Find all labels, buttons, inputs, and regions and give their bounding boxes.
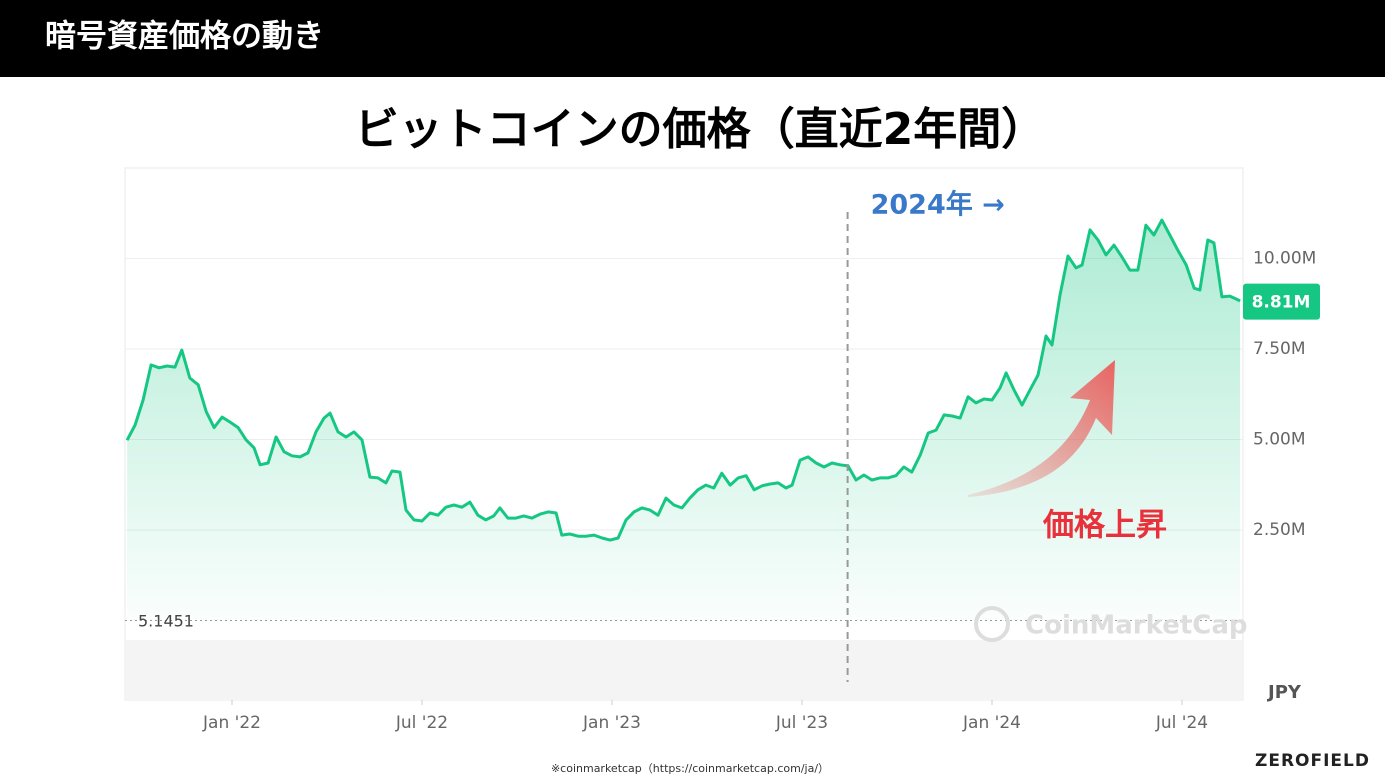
footer-logo: ZEROFIELD xyxy=(1255,751,1370,771)
currency-label: JPY xyxy=(1266,682,1302,703)
footer-source: ※coinmarketcap（https://coinmarketcap.com… xyxy=(551,762,829,775)
watermark: CoinMarketCap xyxy=(1025,611,1248,641)
x-tick-label: Jan '24 xyxy=(962,713,1021,733)
x-tick-label: Jan '23 xyxy=(582,713,641,733)
current-value-badge xyxy=(1243,283,1320,320)
volume-band xyxy=(125,640,1243,700)
header-bar xyxy=(0,0,1385,77)
y-tick-label: 5.00M xyxy=(1253,430,1306,450)
price-line xyxy=(125,218,1241,542)
rise-arrow xyxy=(968,360,1115,497)
annotation-rise: 価格上昇 xyxy=(1042,508,1167,544)
y-tick-label: 7.50M xyxy=(1253,339,1306,359)
plot: 2.50M 5.00M 7.50M 10.00M Jan '22 Jul '22 Jan '… xyxy=(125,189,1320,733)
current-value-label: 8.81M xyxy=(1252,293,1311,313)
annotation-2024: 2024年 → xyxy=(871,189,1005,221)
x-tick-label: Jan '22 xyxy=(202,713,261,733)
area-fill xyxy=(127,220,1241,621)
x-tick-label: Jul '22 xyxy=(395,713,448,733)
y-tick-label: 10.00M xyxy=(1253,249,1316,269)
y-tick-label: 2.50M xyxy=(1253,520,1306,540)
chart-title: ビットコインの価格（直近2年間） xyxy=(355,104,1046,155)
x-tick-label: Jul '23 xyxy=(775,713,828,733)
header-title: 暗号資産価格の動き xyxy=(45,19,324,55)
watermark-logo xyxy=(974,606,1010,642)
x-tick-label: Jul '24 xyxy=(1155,713,1208,733)
reference-label: 5.1451 xyxy=(138,612,194,631)
